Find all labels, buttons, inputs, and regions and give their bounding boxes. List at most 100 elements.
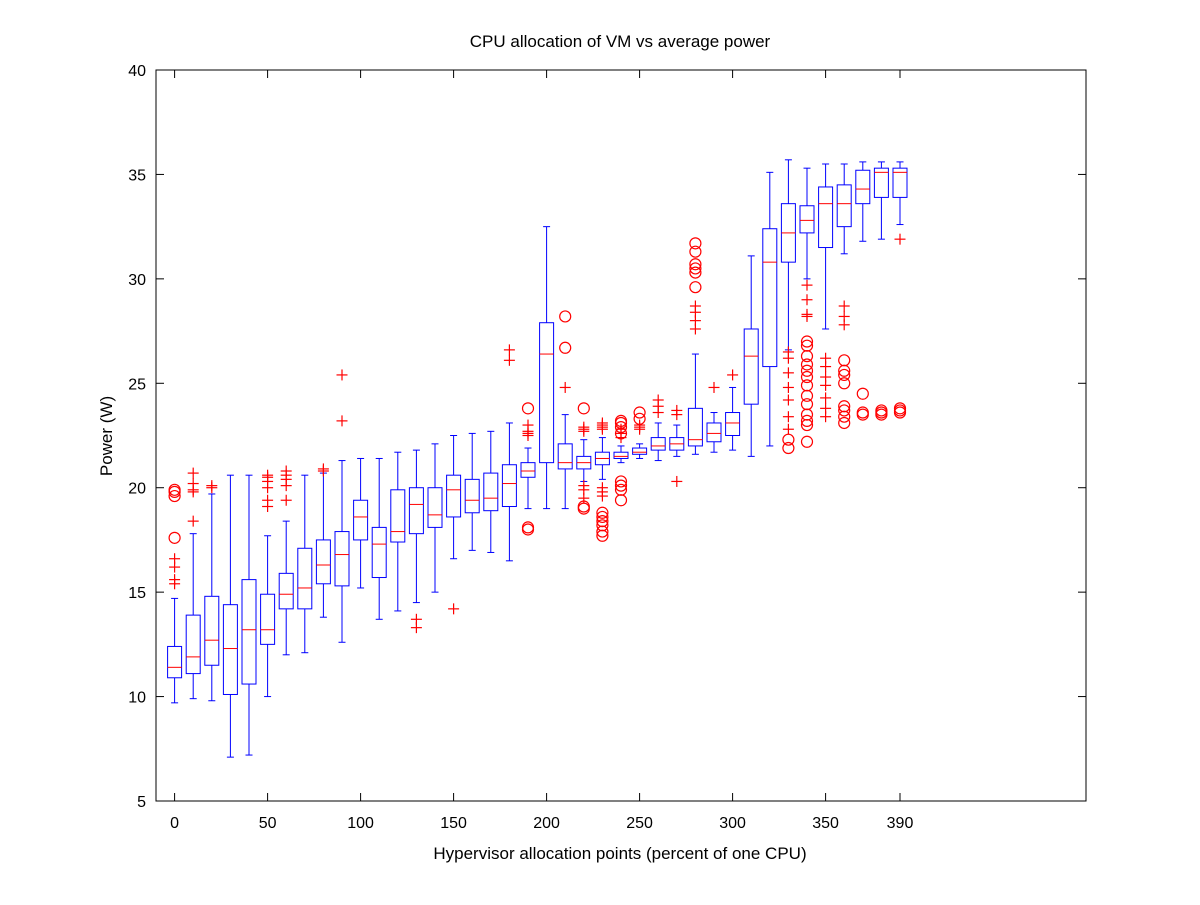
outliers-10	[187, 467, 199, 527]
box-iqr	[501, 464, 517, 508]
box-150	[446, 435, 462, 560]
outlier-circle	[559, 341, 572, 354]
outlier-plus	[820, 352, 832, 364]
outliers-90	[336, 369, 348, 427]
outlier-circle	[838, 410, 851, 423]
outlier-plus	[206, 480, 218, 492]
outliers-360	[838, 300, 851, 430]
box-220	[576, 439, 592, 482]
outliers-50	[262, 469, 274, 513]
outlier-plus	[782, 381, 794, 393]
outlier-plus	[838, 310, 850, 322]
outlier-circle	[856, 387, 869, 400]
outlier-circle	[800, 389, 814, 402]
outliers-250	[633, 406, 646, 435]
box-iqr	[836, 184, 852, 228]
outlier-circle	[614, 479, 628, 492]
box-iqr	[222, 604, 238, 695]
outlier-circle	[168, 531, 181, 544]
box-iqr	[185, 614, 201, 675]
outlier-circle	[782, 433, 795, 446]
box-iqr	[520, 462, 536, 478]
outlier-plus	[801, 308, 813, 320]
box-20	[204, 493, 220, 702]
outliers-210	[559, 310, 572, 393]
outliers-0	[168, 483, 181, 590]
outlier-circle	[521, 402, 535, 415]
box-iqr	[483, 472, 499, 512]
boxes	[167, 159, 908, 758]
box-iqr	[725, 412, 741, 437]
outlier-plus	[336, 415, 348, 427]
box-iqr	[873, 167, 889, 198]
box-170	[483, 430, 499, 553]
box-iqr	[297, 547, 313, 610]
outlier-circle	[689, 262, 702, 275]
outlier-circle	[800, 414, 814, 427]
box-iqr	[892, 167, 908, 198]
y-tick-label: 10	[128, 690, 146, 707]
x-tick-label: 200	[533, 815, 560, 832]
box-iqr	[260, 593, 276, 645]
outlier-plus	[727, 369, 739, 381]
outlier-plus	[169, 553, 181, 565]
outlier-circle	[168, 489, 181, 503]
box-iqr	[353, 499, 369, 541]
x-tick-label: 0	[170, 815, 179, 832]
outliers-230	[596, 417, 609, 542]
outlier-circle	[856, 406, 869, 419]
x-tick-label: 390	[887, 815, 914, 832]
outlier-circle	[689, 258, 702, 271]
outlier-plus	[448, 603, 460, 615]
outlier-circle	[800, 435, 814, 448]
outliers-330	[782, 346, 795, 455]
outliers-390	[893, 233, 907, 419]
box-iqr	[167, 645, 183, 679]
box-340	[799, 167, 815, 280]
outlier-plus	[671, 404, 683, 416]
box-10	[185, 533, 201, 700]
outliers-60	[280, 465, 292, 506]
outlier-circle	[596, 515, 609, 528]
outlier-plus	[187, 515, 199, 527]
box-iqr	[706, 422, 722, 443]
outlier-circle	[521, 521, 535, 534]
box-30	[222, 474, 238, 758]
outlier-circle	[838, 368, 851, 382]
outlier-plus	[169, 574, 181, 586]
outlier-circle	[614, 421, 628, 434]
x-axis-title: Hypervisor allocation points (percent of…	[433, 844, 806, 863]
box-360	[836, 163, 852, 255]
box-60	[278, 520, 294, 656]
outlier-circle	[800, 358, 814, 371]
outlier-plus	[596, 482, 608, 494]
box-80	[315, 472, 331, 618]
outliers-220	[577, 402, 590, 515]
outlier-plus	[782, 394, 794, 406]
outlier-plus	[671, 475, 683, 487]
box-140	[427, 443, 443, 593]
box-310	[743, 255, 759, 457]
box-50	[260, 535, 276, 698]
outlier-plus	[522, 419, 534, 431]
outlier-circle	[800, 364, 814, 377]
outlier-circle	[689, 245, 702, 258]
outliers-80	[317, 463, 329, 477]
box-90	[334, 460, 350, 643]
outlier-plus	[652, 394, 664, 406]
outlier-plus	[782, 367, 794, 379]
outlier-circle	[689, 281, 702, 294]
box-200	[539, 226, 555, 510]
outlier-circle	[596, 519, 609, 532]
box-iqr	[799, 205, 815, 234]
outlier-circle	[800, 339, 814, 352]
outlier-plus	[280, 494, 292, 506]
outliers-240	[614, 414, 628, 507]
outliers-190	[521, 402, 535, 536]
outliers-130	[410, 613, 422, 634]
box-210	[557, 414, 573, 510]
outlier-plus	[503, 344, 515, 356]
outlier-circle	[559, 310, 572, 323]
outlier-plus	[801, 279, 813, 291]
outlier-circle	[168, 483, 181, 496]
